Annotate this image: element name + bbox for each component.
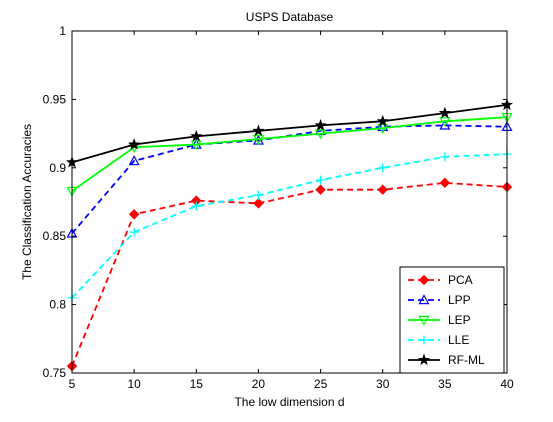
legend: PCA LPP LEP LLE RF-ML — [399, 266, 505, 374]
legend-marker-rf-ml — [417, 353, 431, 366]
data-point-rf-ml — [190, 129, 203, 142]
data-point-pca — [439, 177, 451, 189]
legend-label-rf-ml: RF-ML — [448, 353, 485, 367]
data-point-lle — [440, 152, 450, 162]
data-point-lpp — [439, 119, 451, 130]
axes-frame — [71, 30, 508, 374]
series-line-lep — [71, 116, 508, 192]
x-tick-label: 5 — [69, 377, 76, 391]
data-point-rf-ml — [252, 124, 265, 137]
x-tick-label: 20 — [252, 377, 266, 391]
data-point-lep — [439, 117, 451, 128]
tick-layer: 5 10 15 20 25 30 35 40 0.75 0.8 0.85 0.9 0.95 1 — [43, 24, 514, 391]
legend-marker-lle — [419, 335, 429, 345]
legend-label-lep: LEP — [448, 313, 471, 327]
y-axis-label: The Classification Accuracies — [20, 124, 34, 280]
series-pca — [66, 177, 513, 372]
x-tick-label: 40 — [500, 377, 514, 391]
y-tick-label: 0.8 — [49, 298, 66, 312]
data-point-lpp — [128, 155, 140, 166]
y-tick-label: 0.95 — [43, 92, 67, 106]
x-tick-label: 15 — [190, 377, 204, 391]
data-point-lep — [315, 129, 327, 140]
x-tick-label: 30 — [376, 377, 390, 391]
data-point-pca — [315, 184, 326, 195]
data-point-lep — [190, 140, 202, 151]
y-tick-label: 0.75 — [43, 366, 67, 380]
x-tick-label: 10 — [127, 377, 141, 391]
x-tick-label: 25 — [314, 377, 328, 391]
series-line-pca — [71, 181, 508, 367]
legend-label-lle: LLE — [448, 333, 469, 347]
data-point-lle — [316, 175, 326, 185]
y-tick-label: 0.9 — [49, 161, 66, 175]
data-point-lep — [377, 123, 389, 134]
legend-marker-lep — [418, 315, 430, 326]
data-point-lle — [253, 190, 263, 200]
data-point-lep — [252, 134, 264, 145]
legend-marker-pca — [418, 274, 430, 286]
data-point-pca — [128, 209, 140, 220]
data-point-lle — [129, 227, 139, 237]
chart-title: USPS Database — [246, 10, 334, 24]
series-line-lle — [71, 153, 508, 299]
data-point-rf-ml — [314, 119, 327, 131]
x-axis-label: The low dimension d — [234, 395, 344, 409]
legend-label-pca: PCA — [448, 273, 473, 287]
data-point-rf-ml — [128, 138, 141, 150]
data-point-rf-ml — [438, 106, 451, 119]
y-tick-label: 0.85 — [43, 229, 67, 243]
data-point-lle — [378, 163, 388, 173]
legend-marker-lpp — [418, 294, 430, 305]
data-point-lle — [191, 201, 201, 211]
data-point-pca — [377, 184, 388, 195]
x-tick-label: 35 — [438, 377, 452, 391]
legend-label-lpp: LPP — [448, 293, 471, 307]
data-point-pca — [253, 198, 264, 209]
series-line-rf-ml — [71, 103, 508, 164]
data-point-lpp — [377, 121, 389, 131]
series-layer — [65, 98, 514, 372]
data-point-rf-ml — [376, 114, 389, 127]
y-tick-label: 1 — [59, 24, 66, 38]
